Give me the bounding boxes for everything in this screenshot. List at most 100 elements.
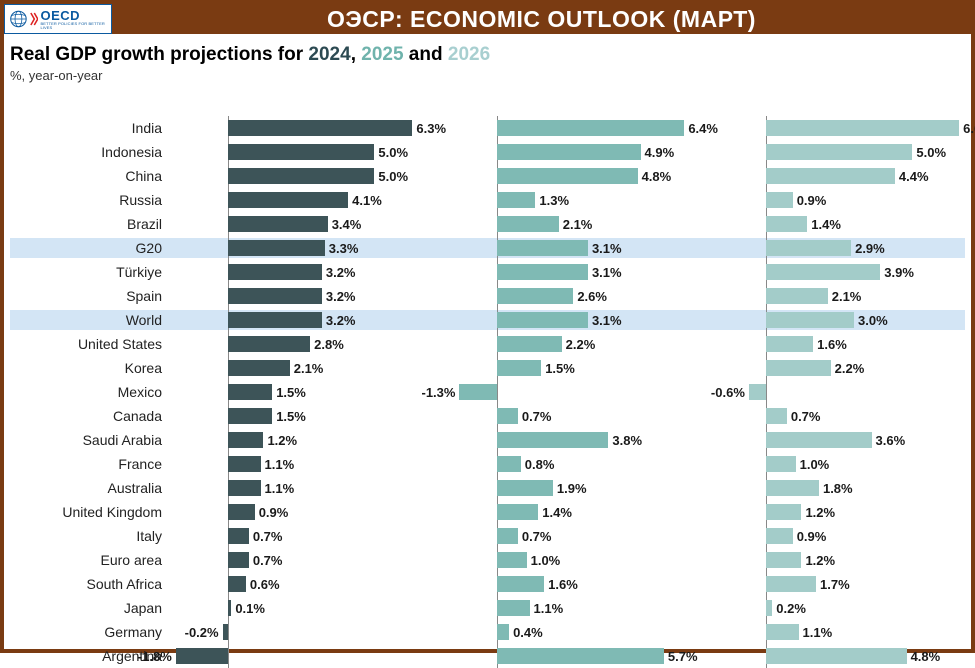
bar (766, 360, 830, 376)
row-columns: 0.1%1.1%0.2% (170, 596, 965, 620)
row-columns: 5.0%4.9%5.0% (170, 140, 965, 164)
row-columns: -1.8%5.7%4.8% (170, 644, 965, 668)
bar (228, 120, 412, 136)
logo-main-text: OECD (40, 9, 107, 22)
bar (766, 288, 827, 304)
bar (228, 168, 374, 184)
chart-row: Brazil3.4%2.1%1.4% (10, 212, 965, 236)
bar (228, 408, 272, 424)
value-label: 3.2% (326, 308, 356, 332)
bar (497, 528, 517, 544)
title-sep2: and (404, 44, 448, 65)
bar (497, 168, 637, 184)
row-columns: 0.7%0.7%0.9% (170, 524, 965, 548)
bar-cell: 5.0% (708, 140, 965, 164)
bar (766, 240, 851, 256)
bar (497, 624, 509, 640)
bar-cell: 2.1% (170, 356, 427, 380)
bar-cell: 5.0% (170, 140, 427, 164)
bar-cell: 2.2% (439, 332, 696, 356)
row-columns: 3.2%2.6%2.1% (170, 284, 965, 308)
value-label: 1.0% (531, 548, 561, 572)
bar-cell: 1.2% (170, 428, 427, 452)
row-columns: 0.6%1.6%1.7% (170, 572, 965, 596)
value-label: 1.5% (276, 404, 306, 428)
chart-row: Saudi Arabia1.2%3.8%3.6% (10, 428, 965, 452)
bar (766, 600, 772, 616)
value-label: 2.1% (294, 356, 324, 380)
row-columns: 5.0%4.8%4.4% (170, 164, 965, 188)
value-label: 3.2% (326, 260, 356, 284)
bar (766, 216, 807, 232)
bar-cell: 1.8% (708, 476, 965, 500)
page-title: ОЭСР: ECONOMIC OUTLOOK (МАРТ) (112, 6, 971, 33)
value-label: 0.7% (522, 524, 552, 548)
bar (176, 648, 229, 664)
country-label: United States (10, 336, 170, 352)
bar-cell: 0.2% (708, 596, 965, 620)
chart-row: China5.0%4.8%4.4% (10, 164, 965, 188)
bar (766, 168, 895, 184)
value-label: 0.7% (253, 548, 283, 572)
country-label: Korea (10, 360, 170, 376)
bar (497, 288, 573, 304)
country-label: World (10, 312, 170, 328)
bar (459, 384, 497, 400)
country-label: South Africa (10, 576, 170, 592)
bar-cell: -1.8% (170, 644, 427, 668)
bar-cell: 1.4% (439, 500, 696, 524)
bar (497, 408, 517, 424)
chart-row: Argentina-1.8%5.7%4.8% (10, 644, 965, 668)
bar-cell: 2.1% (439, 212, 696, 236)
country-label: Canada (10, 408, 170, 424)
bar-cell: 0.7% (439, 404, 696, 428)
bar (766, 408, 786, 424)
bar (228, 264, 321, 280)
bar-cell: 0.7% (170, 524, 427, 548)
row-columns: 2.8%2.2%1.6% (170, 332, 965, 356)
bar (228, 552, 248, 568)
country-label: Mexico (10, 384, 170, 400)
value-label: 1.5% (276, 380, 306, 404)
value-label: 2.2% (566, 332, 596, 356)
chart-row: France1.1%0.8%1.0% (10, 452, 965, 476)
bar-cell: 1.2% (708, 500, 965, 524)
bar (497, 480, 552, 496)
country-label: India (10, 120, 170, 136)
title-sep1: , (351, 44, 362, 65)
row-columns: 6.3%6.4%6.6% (170, 116, 965, 140)
bar (228, 192, 348, 208)
bar (228, 360, 289, 376)
bar-cell: 1.0% (708, 452, 965, 476)
chart-row: Spain3.2%2.6%2.1% (10, 284, 965, 308)
value-label: 2.9% (855, 236, 885, 260)
oecd-logo: OECD BETTER POLICIES FOR BETTER LIVES (4, 4, 112, 34)
bar (228, 576, 246, 592)
value-label: 2.2% (835, 356, 865, 380)
bar-cell: 3.0% (708, 308, 965, 332)
title-prefix: Real GDP growth projections for (10, 44, 308, 65)
bar (766, 648, 906, 664)
bar (766, 624, 798, 640)
bar (497, 264, 588, 280)
bar-cell: 1.1% (708, 620, 965, 644)
bar-cell: 3.1% (439, 260, 696, 284)
bar (766, 120, 959, 136)
bar (497, 600, 529, 616)
row-columns: 3.2%3.1%3.0% (170, 308, 965, 332)
bar-cell: 1.1% (170, 452, 427, 476)
country-label: Australia (10, 480, 170, 496)
bar-cell: 3.9% (708, 260, 965, 284)
bar-cell: 3.3% (170, 236, 427, 260)
bar-cell: 0.7% (439, 524, 696, 548)
value-label: 1.7% (820, 572, 850, 596)
row-columns: 0.9%1.4%1.2% (170, 500, 965, 524)
bar (766, 528, 792, 544)
chart-row: Japan0.1%1.1%0.2% (10, 596, 965, 620)
country-label: Saudi Arabia (10, 432, 170, 448)
row-columns: 3.4%2.1%1.4% (170, 212, 965, 236)
bar (228, 432, 263, 448)
value-label: 5.0% (916, 140, 946, 164)
country-label: Euro area (10, 552, 170, 568)
value-label: 1.1% (265, 452, 295, 476)
